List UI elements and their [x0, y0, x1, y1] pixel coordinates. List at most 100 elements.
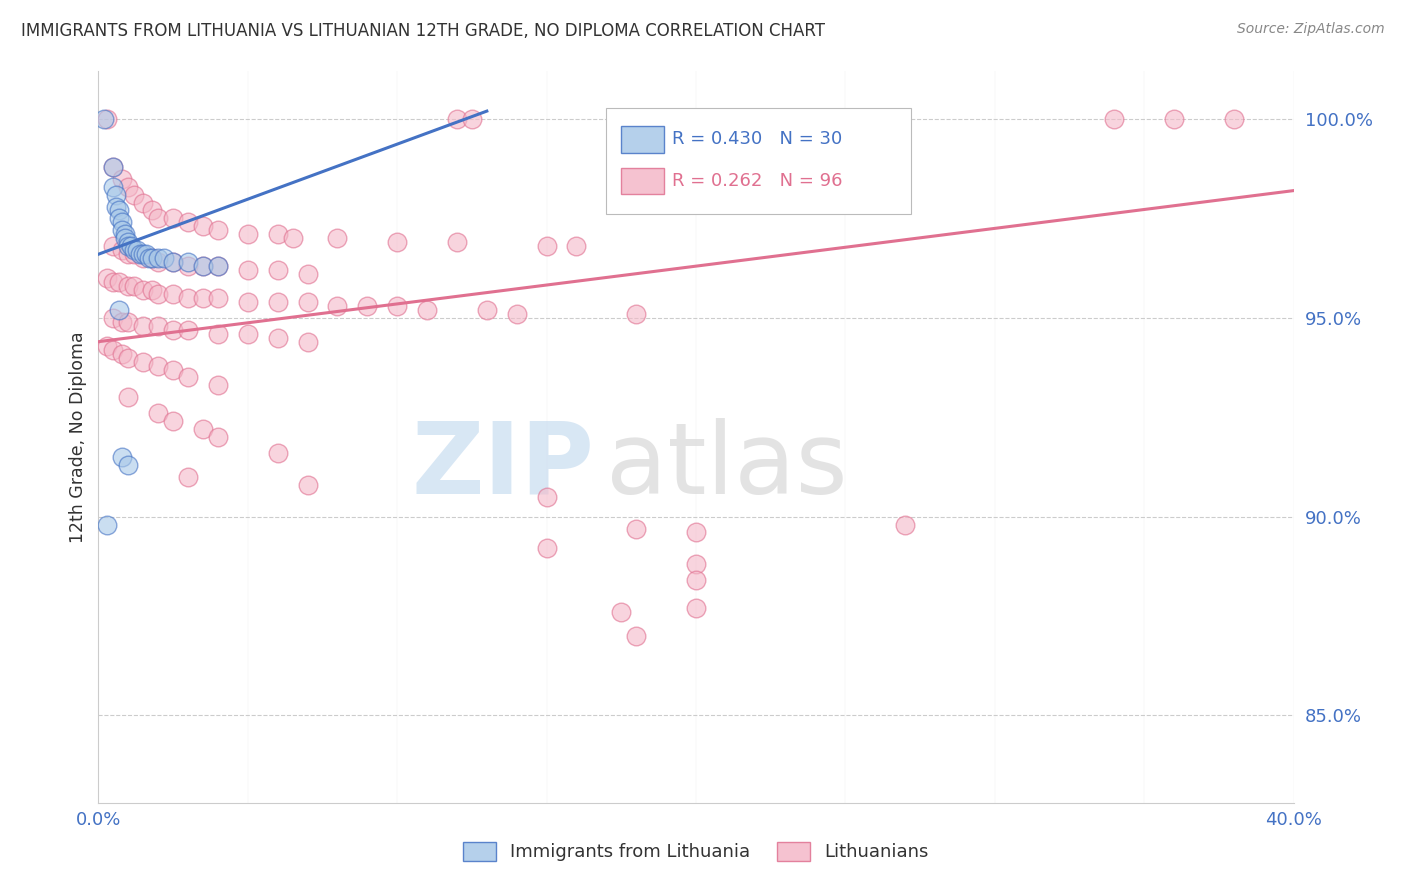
Point — [865, 112, 887, 126]
Point — [207, 291, 229, 305]
Point — [124, 247, 146, 261]
Point — [117, 239, 139, 253]
Point — [124, 244, 146, 258]
Point — [730, 112, 752, 126]
Point — [326, 299, 349, 313]
Point — [162, 323, 184, 337]
Point — [120, 239, 142, 253]
Point — [111, 315, 134, 329]
Point — [297, 477, 319, 491]
Point — [103, 343, 125, 357]
Text: ZIP: ZIP — [412, 417, 595, 515]
Point — [177, 255, 200, 269]
Point — [114, 231, 136, 245]
Point — [191, 259, 214, 273]
Point — [236, 263, 259, 277]
Y-axis label: 12th Grade, No Diploma: 12th Grade, No Diploma — [69, 331, 87, 543]
Point — [148, 211, 170, 226]
Point — [148, 406, 170, 420]
Point — [111, 171, 134, 186]
Point — [236, 326, 259, 341]
Point — [236, 294, 259, 309]
Point — [191, 219, 214, 234]
Point — [117, 279, 139, 293]
Point — [177, 291, 200, 305]
Text: R = 0.262   N = 96: R = 0.262 N = 96 — [672, 172, 842, 190]
Point — [132, 318, 155, 333]
Point — [111, 223, 134, 237]
Point — [326, 231, 349, 245]
Point — [626, 629, 648, 643]
Point — [162, 362, 184, 376]
Point — [177, 370, 200, 384]
Point — [207, 259, 229, 273]
Text: atlas: atlas — [606, 417, 848, 515]
Point — [191, 422, 214, 436]
Point — [297, 294, 319, 309]
Point — [162, 414, 184, 428]
Point — [162, 287, 184, 301]
Point — [141, 203, 163, 218]
Point — [506, 307, 529, 321]
FancyBboxPatch shape — [620, 127, 664, 153]
Point — [117, 247, 139, 261]
Point — [103, 179, 125, 194]
Point — [114, 227, 136, 242]
Point — [108, 275, 131, 289]
Point — [141, 251, 163, 265]
Point — [685, 525, 707, 540]
Point — [117, 390, 139, 404]
Point — [132, 283, 155, 297]
Point — [103, 160, 125, 174]
Point — [117, 351, 139, 365]
Point — [446, 112, 468, 126]
Point — [267, 331, 290, 345]
Point — [111, 450, 134, 464]
Point — [138, 251, 160, 265]
Point — [135, 247, 157, 261]
Point — [111, 346, 134, 360]
Point — [385, 235, 409, 250]
Text: Source: ZipAtlas.com: Source: ZipAtlas.com — [1237, 22, 1385, 37]
Point — [103, 160, 125, 174]
Point — [267, 263, 290, 277]
Point — [475, 302, 498, 317]
Point — [103, 310, 125, 325]
Point — [267, 227, 290, 242]
Point — [148, 251, 170, 265]
Point — [132, 354, 155, 368]
Point — [103, 239, 125, 253]
Point — [191, 291, 214, 305]
Point — [93, 112, 115, 126]
Point — [177, 215, 200, 229]
Point — [105, 200, 128, 214]
Point — [148, 255, 170, 269]
Point — [132, 251, 155, 265]
Point — [129, 247, 152, 261]
Point — [461, 112, 484, 126]
Point — [267, 294, 290, 309]
Point — [177, 470, 200, 484]
Point — [1104, 112, 1126, 126]
Point — [105, 187, 128, 202]
Point — [103, 275, 125, 289]
Point — [207, 259, 229, 273]
Point — [267, 446, 290, 460]
Point — [111, 215, 134, 229]
Point — [162, 255, 184, 269]
Point — [536, 239, 558, 253]
Point — [132, 247, 155, 261]
Text: R = 0.430   N = 30: R = 0.430 N = 30 — [672, 130, 842, 148]
Point — [610, 605, 633, 619]
Text: IMMIGRANTS FROM LITHUANIA VS LITHUANIAN 12TH GRADE, NO DIPLOMA CORRELATION CHART: IMMIGRANTS FROM LITHUANIA VS LITHUANIAN … — [21, 22, 825, 40]
Point — [416, 302, 439, 317]
Point — [117, 235, 139, 250]
FancyBboxPatch shape — [606, 108, 911, 214]
Point — [536, 541, 558, 556]
Point — [207, 223, 229, 237]
Point — [96, 271, 118, 285]
Legend: Immigrants from Lithuania, Lithuanians: Immigrants from Lithuania, Lithuanians — [456, 835, 936, 869]
Point — [162, 255, 184, 269]
Point — [148, 359, 170, 373]
Point — [1163, 112, 1185, 126]
